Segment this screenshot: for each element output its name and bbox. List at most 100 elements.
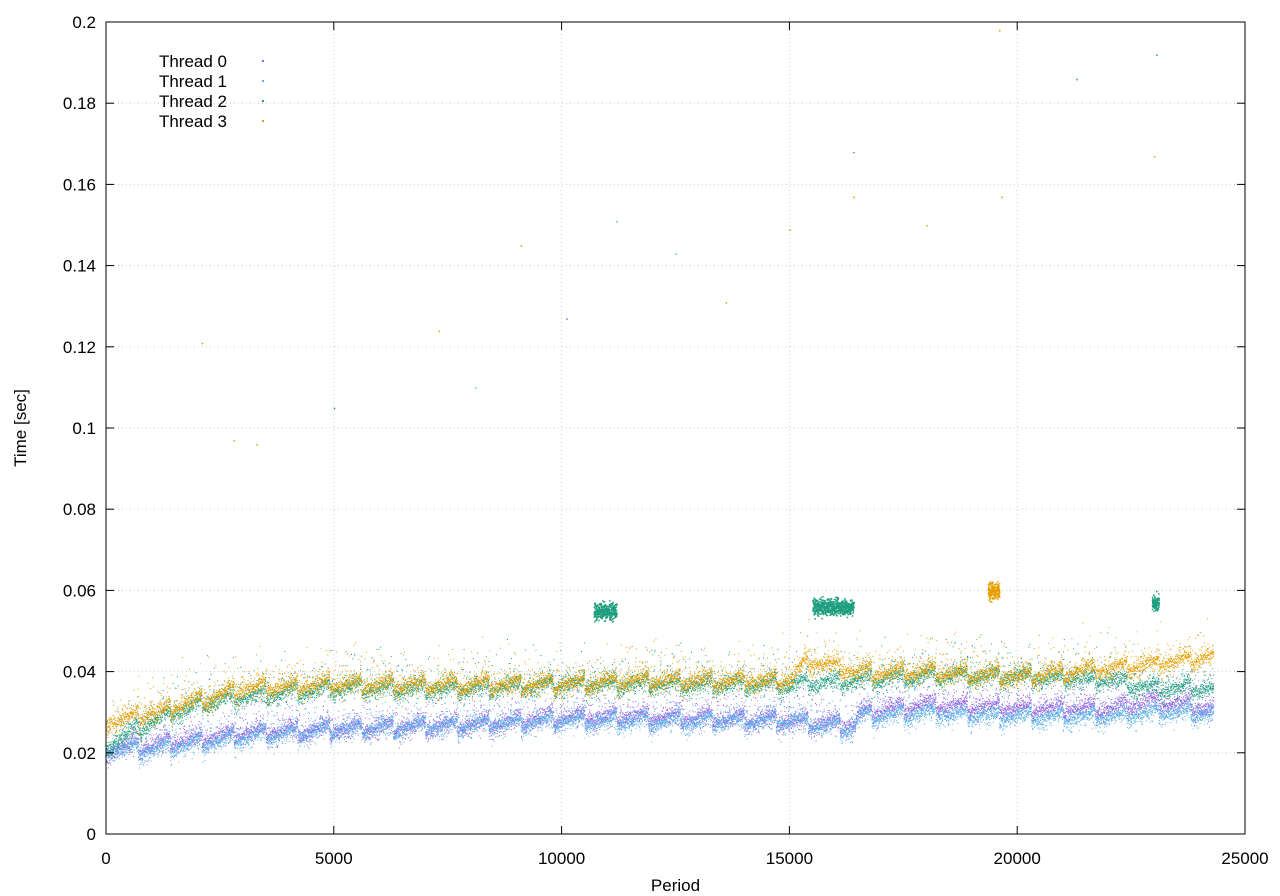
data-point xyxy=(293,723,294,724)
data-point xyxy=(173,757,174,758)
data-point xyxy=(648,728,649,729)
data-point xyxy=(545,711,546,712)
data-point xyxy=(223,713,224,714)
data-point xyxy=(205,734,206,735)
data-point xyxy=(231,710,232,711)
data-point xyxy=(714,719,715,720)
data-point xyxy=(170,737,171,738)
data-point xyxy=(516,703,517,704)
data-point xyxy=(743,709,744,710)
data-point xyxy=(742,698,743,699)
data-point xyxy=(599,699,600,700)
data-point xyxy=(446,711,447,712)
data-point xyxy=(435,731,436,732)
data-point xyxy=(255,736,256,737)
data-point xyxy=(715,729,716,730)
data-point xyxy=(537,730,538,731)
data-point xyxy=(365,718,366,719)
data-point xyxy=(538,728,539,729)
data-point xyxy=(277,746,278,747)
data-point xyxy=(303,731,304,732)
data-point xyxy=(388,717,389,718)
data-point xyxy=(173,743,174,744)
data-point xyxy=(590,715,591,716)
data-point xyxy=(605,713,606,714)
data-point xyxy=(191,732,192,733)
data-point xyxy=(332,729,333,730)
data-point xyxy=(383,721,384,722)
data-point xyxy=(108,767,109,768)
data-point xyxy=(710,709,711,710)
data-point xyxy=(720,713,721,714)
data-point xyxy=(717,713,718,714)
data-point xyxy=(397,731,398,732)
data-point xyxy=(513,720,514,721)
data-point xyxy=(739,694,740,695)
data-point xyxy=(458,714,459,715)
data-point xyxy=(557,725,558,726)
data-point xyxy=(700,710,701,711)
data-point xyxy=(299,732,300,733)
data-point xyxy=(675,710,676,711)
data-point xyxy=(645,714,646,715)
data-point xyxy=(195,726,196,727)
data-point xyxy=(648,709,649,710)
data-point xyxy=(724,722,725,723)
data-point xyxy=(414,720,415,721)
data-point xyxy=(355,733,356,734)
data-point xyxy=(427,741,428,742)
data-point xyxy=(662,711,663,712)
data-point xyxy=(246,734,247,735)
data-point xyxy=(353,721,354,722)
data-point xyxy=(643,708,644,709)
data-point xyxy=(518,701,519,702)
data-point xyxy=(563,715,564,716)
data-point xyxy=(298,720,299,721)
data-point xyxy=(310,744,311,745)
data-point xyxy=(718,705,719,706)
data-point xyxy=(607,719,608,720)
data-point xyxy=(371,729,372,730)
data-point xyxy=(187,739,188,740)
data-point xyxy=(657,727,658,728)
data-point xyxy=(621,711,622,712)
data-point xyxy=(387,710,388,711)
data-point xyxy=(177,744,178,745)
data-point xyxy=(726,699,727,700)
data-point xyxy=(406,710,407,711)
data-point xyxy=(328,722,329,723)
data-point xyxy=(271,737,272,738)
data-point xyxy=(744,713,745,714)
data-point xyxy=(194,742,195,743)
data-point xyxy=(464,735,465,736)
data-point xyxy=(282,718,283,719)
data-point xyxy=(519,712,520,713)
data-point xyxy=(190,745,191,746)
data-point xyxy=(239,717,240,718)
data-point xyxy=(172,751,173,752)
data-point xyxy=(536,715,537,716)
data-point xyxy=(554,712,555,713)
data-point xyxy=(706,720,707,721)
data-point xyxy=(508,709,509,710)
data-point xyxy=(314,723,315,724)
data-point xyxy=(706,701,707,702)
data-point xyxy=(165,738,166,739)
data-point xyxy=(363,724,364,725)
data-point xyxy=(240,698,241,699)
data-point xyxy=(545,712,546,713)
data-point xyxy=(684,716,685,717)
data-point xyxy=(304,729,305,730)
data-point xyxy=(411,711,412,712)
data-point xyxy=(588,713,589,714)
data-point xyxy=(360,718,361,719)
data-point xyxy=(183,728,184,729)
data-point xyxy=(367,703,368,704)
data-point xyxy=(596,721,597,722)
data-point xyxy=(575,720,576,721)
data-point xyxy=(700,728,701,729)
data-point xyxy=(608,711,609,712)
data-point xyxy=(326,717,327,718)
data-point xyxy=(354,728,355,729)
data-point xyxy=(131,705,132,706)
